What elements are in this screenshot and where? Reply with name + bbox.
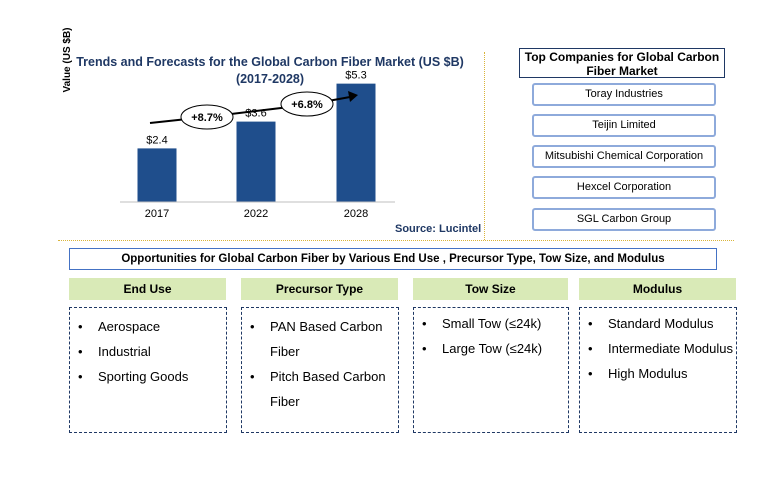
bullet-icon: • <box>422 316 427 331</box>
bullet-icon: • <box>422 341 427 356</box>
chart-title: Trends and Forecasts for the Global Carb… <box>60 54 480 88</box>
category-heading-precursor-type: Precursor Type <box>241 278 398 300</box>
growth-badge <box>180 104 234 130</box>
x-tick-label: 2022 <box>244 208 268 220</box>
data-label: $2.4 <box>146 134 167 146</box>
category-heading-tow-size: Tow Size <box>413 278 568 300</box>
list-item: • Aerospace <box>70 314 226 339</box>
chart-title-main: Trends and Forecasts for the Global Carb… <box>76 55 464 69</box>
list-item-text: Pitch Based Carbon Fiber <box>270 369 386 409</box>
bullet-icon: • <box>78 369 83 384</box>
bar <box>137 148 177 202</box>
category-box-end-use: • Aerospace • Industrial • Sporting Goods <box>69 307 227 433</box>
growth-label: +6.8% <box>291 99 323 111</box>
top-companies-title: Top Companies for Global Carbon Fiber Ma… <box>519 48 725 78</box>
list-item: • Industrial <box>70 339 226 364</box>
bullet-icon: • <box>78 319 83 334</box>
bar <box>236 121 276 202</box>
list-item: • PAN Based Carbon Fiber <box>242 314 398 364</box>
list-item-text: PAN Based Carbon Fiber <box>270 319 383 359</box>
category-box-precursor-type: • PAN Based Carbon Fiber • Pitch Based Car… <box>241 307 399 433</box>
list-item: • Standard Modulus <box>580 311 736 336</box>
list-item-text: Industrial <box>98 344 151 359</box>
list-item: • Intermediate Modulus <box>580 336 736 361</box>
chart-subtitle: (2017-2028) <box>235 72 305 86</box>
x-tick-label: 2028 <box>344 208 368 220</box>
company-item: Toray Industries <box>532 83 716 106</box>
company-item: SGL Carbon Group <box>532 208 716 231</box>
source-note: Source: Lucintel <box>395 223 482 235</box>
company-item: Mitsubishi Chemical Corporation <box>532 145 716 168</box>
list-item-text: Sporting Goods <box>98 369 189 384</box>
bar <box>336 83 376 202</box>
opportunities-title: Opportunities for Global Carbon Fiber by… <box>69 248 717 270</box>
arrowhead-icon <box>348 91 358 102</box>
category-heading-end-use: End Use <box>69 278 226 300</box>
company-item: Teijin Limited <box>532 114 716 137</box>
bullet-icon: • <box>250 319 255 334</box>
x-tick-label: 2017 <box>145 208 169 220</box>
vertical-divider <box>484 52 485 240</box>
list-item-text: Standard Modulus <box>608 316 714 331</box>
bullet-icon: • <box>588 316 593 331</box>
growth-label: +8.7% <box>191 112 223 124</box>
list-item-text: Aerospace <box>98 319 161 334</box>
list-item: • High Modulus <box>580 361 736 386</box>
list-item: • Pitch Based Carbon Fiber <box>242 364 398 414</box>
list-item-text: Large Tow (≤24k) <box>442 341 543 356</box>
list-item: • Small Tow (≤24k) <box>414 311 568 336</box>
list-item: • Sporting Goods <box>70 364 226 389</box>
bullet-icon: • <box>250 369 255 384</box>
list-item-text: Small Tow (≤24k) <box>442 316 542 331</box>
company-item: Hexcel Corporation <box>532 176 716 199</box>
list-item-text: High Modulus <box>608 366 688 381</box>
bullet-icon: • <box>588 341 593 356</box>
list-item: • Large Tow (≤24k) <box>414 336 568 361</box>
bullet-icon: • <box>588 366 593 381</box>
list-item-text: Intermediate Modulus <box>608 341 734 356</box>
data-label: $5.3 <box>345 70 366 82</box>
horizontal-divider <box>58 240 734 241</box>
growth-badge <box>280 91 334 117</box>
category-heading-modulus: Modulus <box>579 278 736 300</box>
category-box-modulus: • Standard Modulus • Intermediate Modulus … <box>579 307 737 433</box>
category-box-tow-size: • Small Tow (≤24k) • Large Tow (≤24k) <box>413 307 569 433</box>
bullet-icon: • <box>78 344 83 359</box>
